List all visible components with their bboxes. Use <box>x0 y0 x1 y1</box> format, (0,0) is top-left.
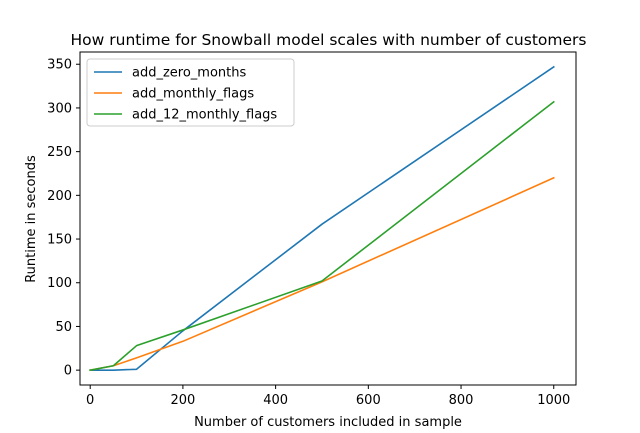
legend: add_zero_months add_monthly_flags add_12_m… <box>86 58 295 127</box>
x-tick-label: 200 <box>170 393 195 408</box>
legend-label-add-12-monthly-flags: add_12_monthly_flags <box>132 108 277 123</box>
x-tick-label: 0 <box>86 393 94 408</box>
series-layer <box>89 65 555 372</box>
legend-box <box>86 58 295 127</box>
legend-label-add-monthly-flags: add_monthly_flags <box>132 87 254 102</box>
plot-area-frame <box>79 51 577 386</box>
y-tick-label: 150 <box>47 233 72 248</box>
y-axis-label: Runtime in seconds <box>24 155 39 283</box>
tick-layer: 0 200 400 600 800 1000 0 50 100 150 200 250 300 350 <box>47 58 570 408</box>
y-tick-label: 350 <box>47 58 72 73</box>
y-tick-label: 100 <box>47 276 72 291</box>
y-tick-label: 250 <box>47 145 72 160</box>
legend-label-add-zero-months: add_zero_months <box>132 66 246 81</box>
y-tick-label: 0 <box>64 364 72 379</box>
chart-title: How runtime for Snowball model scales wi… <box>71 31 587 49</box>
y-tick-label: 300 <box>47 101 72 116</box>
x-tick-label: 800 <box>449 393 474 408</box>
x-axis-label: Number of customers included in sample <box>194 415 462 430</box>
series-line-add-12-monthly-flags <box>89 100 555 372</box>
x-tick-label: 400 <box>263 393 288 408</box>
x-tick-label: 1000 <box>537 393 570 408</box>
y-tick-label: 200 <box>47 189 72 204</box>
y-tick-label: 50 <box>55 320 72 335</box>
x-tick-label: 600 <box>356 393 381 408</box>
